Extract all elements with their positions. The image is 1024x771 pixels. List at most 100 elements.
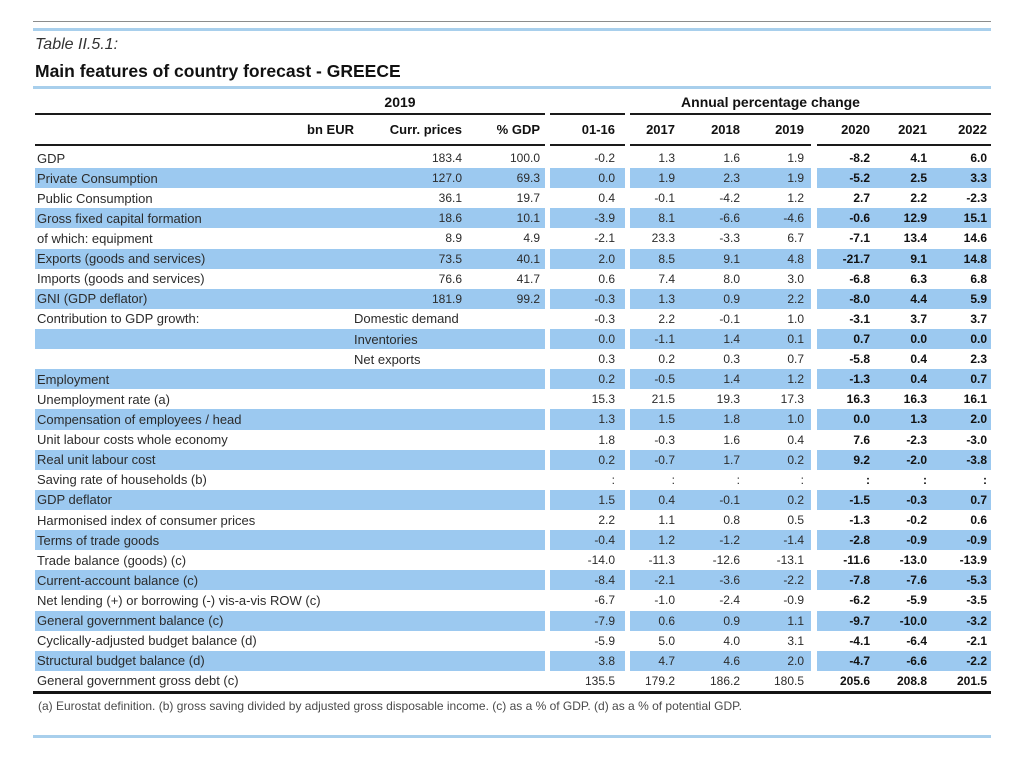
column-gap bbox=[625, 509, 630, 531]
row-label: GDP bbox=[37, 150, 66, 166]
cell-2017: -0.5 bbox=[630, 369, 682, 390]
column-gap bbox=[545, 449, 550, 470]
row-label: Compensation of employees / head bbox=[35, 409, 354, 430]
cell-pct-gdp: 40.1 bbox=[470, 248, 545, 269]
cell-2022: 14.6 bbox=[963, 231, 987, 246]
row-sublabel: Domestic demand bbox=[354, 311, 459, 327]
cell-2021: 2.2 bbox=[910, 191, 927, 206]
cell-2017: 8.5 bbox=[630, 248, 682, 269]
cell-01-16: -3.9 bbox=[550, 208, 625, 229]
col-header-2020: 2020 bbox=[841, 121, 870, 137]
column-gap bbox=[811, 288, 817, 309]
cell-2017: 21.5 bbox=[651, 392, 675, 407]
cell-2018: 4.6 bbox=[682, 650, 747, 671]
cell-2018: 8.0 bbox=[723, 271, 740, 286]
cell-01-16: -6.7 bbox=[594, 593, 615, 608]
cell-2021: -6.6 bbox=[877, 650, 934, 671]
column-gap bbox=[625, 449, 630, 470]
table-row: Cyclically-adjusted budget balance (d) -5… bbox=[35, 630, 991, 651]
cell-2018: 9.1 bbox=[682, 248, 747, 269]
column-gap bbox=[811, 268, 817, 289]
cell-2019: 0.2 bbox=[747, 489, 811, 510]
cell-2021: 16.3 bbox=[903, 392, 927, 407]
header-rule-segment bbox=[550, 113, 625, 115]
cell-2018: -12.6 bbox=[712, 553, 740, 568]
row-label: Private Consumption bbox=[35, 168, 354, 189]
column-gap bbox=[625, 369, 630, 390]
cell-2021: 208.8 bbox=[896, 673, 927, 688]
cell-2018: -2.4 bbox=[719, 593, 740, 608]
cell-2022: 3.3 bbox=[934, 168, 991, 189]
cell-2020: -5.2 bbox=[817, 168, 877, 189]
column-gap bbox=[811, 550, 817, 571]
column-gap bbox=[545, 650, 550, 671]
cell-2019: 2.0 bbox=[747, 650, 811, 671]
column-gap bbox=[811, 308, 817, 329]
table-row: Unit labour costs whole economy 1.8 -0.3 1.… bbox=[35, 429, 991, 450]
cell-2020: 16.3 bbox=[846, 392, 870, 407]
cell-2020: 9.2 bbox=[817, 449, 877, 470]
column-header-row: bn EUR Curr. prices % GDP 01-16 2017 201… bbox=[35, 116, 991, 142]
table-row: Inventories 0.0 -1.1 1.4 0.1 0.7 0.0 0.0 bbox=[35, 328, 991, 350]
column-gap bbox=[545, 228, 550, 249]
column-gap bbox=[811, 650, 817, 671]
cell-2018: 1.7 bbox=[682, 449, 747, 470]
cell-2018: 2.3 bbox=[682, 168, 747, 189]
row-label bbox=[35, 349, 354, 369]
column-gap bbox=[811, 489, 817, 510]
cell-2018: 0.9 bbox=[682, 288, 747, 309]
cell-01-16: 0.0 bbox=[550, 328, 625, 350]
cell-2020: -7.1 bbox=[849, 231, 870, 246]
cell-curr-prices bbox=[354, 470, 470, 490]
cell-2017: 0.4 bbox=[630, 489, 682, 510]
column-gap bbox=[811, 509, 817, 531]
cell-2022: : bbox=[983, 472, 987, 487]
cell-01-16: 3.8 bbox=[550, 650, 625, 671]
row-label: Net lending (+) or borrowing (-) vis-a-v… bbox=[37, 592, 321, 608]
cell-2018: -3.3 bbox=[719, 231, 740, 246]
cell-2021: 0.0 bbox=[877, 328, 934, 350]
footnote: (a) Eurostat definition. (b) gross savin… bbox=[38, 699, 742, 713]
cell-2017: 1.5 bbox=[630, 409, 682, 430]
cell-2017: 1.2 bbox=[630, 530, 682, 551]
column-gap bbox=[545, 670, 550, 691]
column-gap bbox=[811, 449, 817, 470]
cell-2021: 9.1 bbox=[877, 248, 934, 269]
cell-curr-prices: 183.4 bbox=[431, 151, 462, 166]
cell-2022: -3.2 bbox=[934, 610, 991, 631]
column-gap bbox=[545, 489, 550, 510]
row-label: General government balance (c) bbox=[35, 610, 354, 631]
header-rule-segment bbox=[35, 144, 545, 146]
cell-2019: 4.8 bbox=[747, 248, 811, 269]
row-label: of which: equipment bbox=[37, 230, 153, 246]
cell-curr-prices: 76.6 bbox=[438, 271, 462, 286]
cell-2018: 4.0 bbox=[723, 633, 740, 648]
table-row: General government gross debt (c) 135.5 17… bbox=[35, 670, 991, 691]
column-gap bbox=[625, 550, 630, 571]
table-body: GDP 183.4 100.0 -0.2 1.3 1.6 1.9 -8.2 4.1 6.0 Priv… bbox=[35, 148, 991, 691]
cell-2021: -5.9 bbox=[906, 593, 927, 608]
row-label: Saving rate of households (b) bbox=[37, 472, 207, 488]
cell-2019: 1.2 bbox=[747, 369, 811, 390]
cell-2021: 0.4 bbox=[877, 369, 934, 390]
cell-2022: 3.7 bbox=[970, 311, 987, 326]
cell-curr-prices: 18.6 bbox=[354, 208, 470, 229]
cell-2017: 179.2 bbox=[644, 673, 675, 688]
cell-pct-gdp bbox=[470, 349, 545, 369]
cell-2022: 5.9 bbox=[934, 288, 991, 309]
cell-curr-prices bbox=[354, 389, 470, 409]
column-gap bbox=[625, 288, 630, 309]
cell-2022: -3.0 bbox=[966, 432, 987, 447]
table-row: Trade balance (goods) (c) -14.0 -11.3 -12.6… bbox=[35, 550, 991, 571]
cell-2017: 0.2 bbox=[658, 352, 675, 367]
cell-2020: -8.2 bbox=[849, 151, 870, 166]
cell-01-16: 1.8 bbox=[598, 432, 615, 447]
row-sublabel: Inventories bbox=[354, 328, 470, 350]
cell-2020: -6.8 bbox=[849, 271, 870, 286]
cell-2022: -13.9 bbox=[959, 553, 987, 568]
cell-pct-gdp bbox=[470, 449, 545, 470]
table-row: Saving rate of households (b)::::::: bbox=[35, 469, 991, 490]
column-gap bbox=[625, 228, 630, 249]
cell-2018: 186.2 bbox=[709, 673, 740, 688]
